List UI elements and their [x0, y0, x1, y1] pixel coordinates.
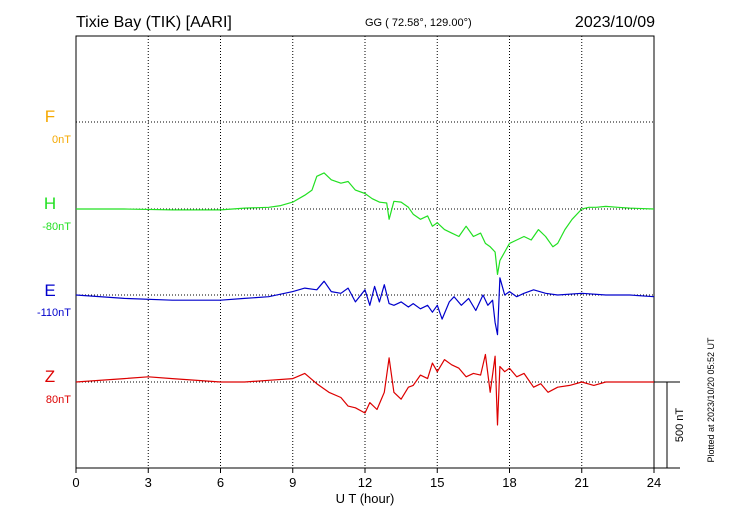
x-tick-label-12: 12 — [358, 475, 372, 490]
x-tick-label-6: 6 — [217, 475, 224, 490]
series-line-E — [75, 277, 655, 336]
series-name-H: H — [44, 194, 56, 213]
scale-bar-label: 500 nT — [674, 408, 686, 443]
x-tick-label-21: 21 — [575, 475, 589, 490]
x-tick-label-3: 3 — [145, 475, 152, 490]
x-tick-label-9: 9 — [289, 475, 296, 490]
plotted-timestamp: Plotted at 2023/10/20 05:52 UT — [706, 337, 716, 463]
series-name-Z: Z — [45, 367, 55, 386]
x-tick-label-0: 0 — [72, 475, 79, 490]
series-labels: F 0nT H -80nT E -110nT Z 80nT — [37, 107, 71, 406]
series-name-F: F — [45, 107, 55, 126]
series-baseline-H: -80nT — [42, 221, 71, 233]
grid-lines — [76, 36, 654, 468]
x-axis-label: U T (hour) — [336, 491, 395, 506]
scale-bar: 500 nT — [654, 381, 686, 469]
x-axis-ticks: 0 3 6 9 12 15 18 21 24 — [72, 468, 661, 490]
series-baseline-F: 0nT — [52, 134, 71, 146]
station-coordinates: GG ( 72.58°, 129.00°) — [365, 17, 472, 29]
x-tick-label-15: 15 — [430, 475, 444, 490]
series-name-E: E — [44, 281, 55, 300]
x-tick-label-18: 18 — [502, 475, 516, 490]
series-line-H — [76, 172, 655, 275]
series-line-Z — [75, 353, 654, 426]
record-date: 2023/10/09 — [575, 14, 655, 31]
series-traces — [75, 172, 655, 426]
series-baseline-E: -110nT — [37, 307, 71, 319]
series-baseline-Z: 80nT — [46, 394, 71, 406]
station-title: Tixie Bay (TIK) [AARI] — [76, 14, 232, 31]
x-tick-label-24: 24 — [647, 475, 661, 490]
